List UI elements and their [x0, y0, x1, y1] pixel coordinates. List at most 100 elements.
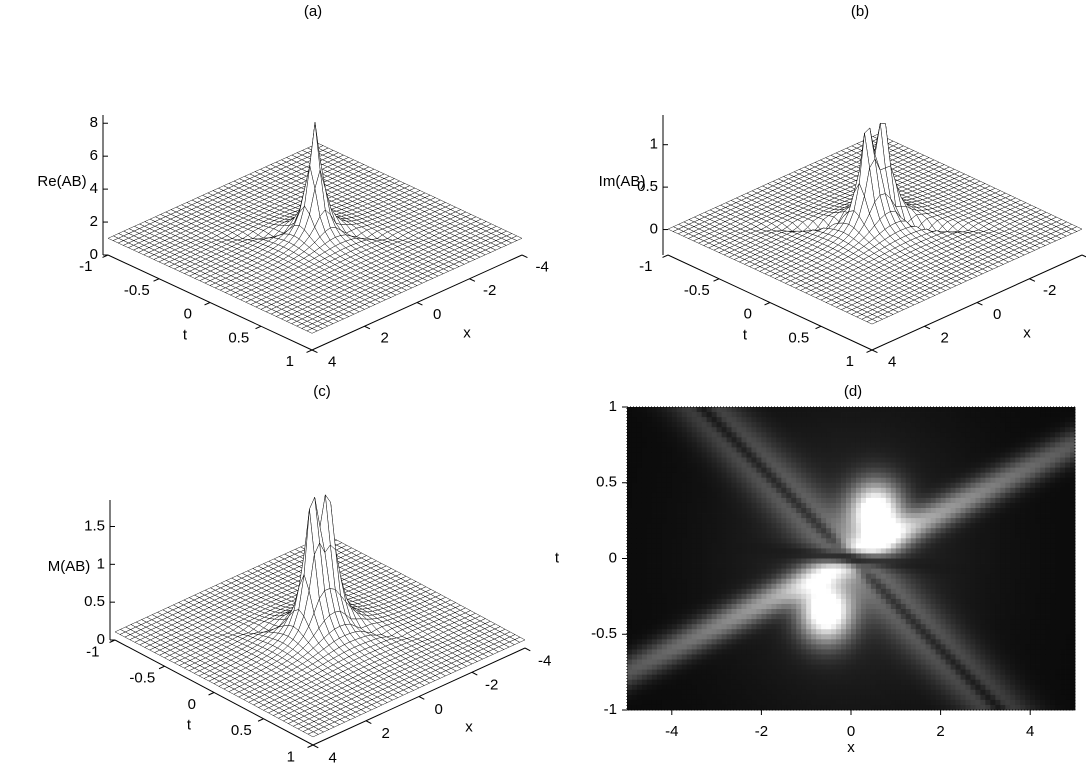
t-tick-label: 1 — [846, 353, 854, 370]
t-axis-label: t — [187, 716, 192, 733]
panel-title: (b) — [851, 3, 869, 20]
density-cell — [627, 548, 633, 554]
x-tick — [524, 647, 531, 652]
density-cell — [627, 568, 633, 575]
x-tick-label: 2 — [380, 330, 388, 347]
density-cell — [627, 659, 633, 665]
t-tick — [306, 349, 313, 353]
density-cell — [631, 477, 638, 484]
density-cell — [627, 523, 633, 529]
t-tick-label: -0.5 — [684, 282, 710, 299]
density-cell — [631, 467, 638, 474]
density-cell — [627, 578, 633, 585]
z-axis-label: Re(AB) — [37, 173, 86, 190]
x-tick-label: -4 — [538, 652, 551, 669]
density-cell — [627, 432, 633, 438]
density-cell — [627, 619, 633, 625]
x-axis-label: x — [1023, 324, 1031, 341]
density-cell — [627, 573, 633, 580]
panel-title: (c) — [313, 383, 331, 400]
t-tick — [866, 349, 873, 353]
density-cell — [627, 417, 633, 423]
density-cell — [627, 694, 633, 701]
density-cell — [627, 422, 633, 428]
t-tick-label: 0.5 — [788, 329, 809, 346]
t-tick — [713, 278, 720, 282]
density-cell — [627, 614, 633, 620]
density-cell — [627, 679, 633, 686]
x-tick-label: 2 — [940, 330, 948, 347]
density-cell — [627, 684, 633, 691]
density-cell — [627, 528, 633, 534]
density-cell — [631, 508, 638, 514]
z-tick-label: 0 — [90, 246, 98, 263]
t-axis-label: t — [743, 326, 748, 343]
t-tick-label: 0 — [188, 696, 196, 713]
x-axis-label: x — [465, 718, 473, 735]
density-cell — [627, 457, 633, 463]
x-tick — [418, 696, 425, 700]
z-axis-label: M(AB) — [48, 558, 91, 575]
t-tick-label: -0.5 — [129, 670, 155, 687]
density-cell — [631, 528, 638, 534]
density-cell — [627, 412, 633, 418]
x-tick-label: -4 — [535, 258, 548, 275]
density-cell — [631, 502, 638, 509]
density-cell — [627, 477, 633, 484]
density-cell — [627, 563, 633, 569]
x-tick-label: 4 — [328, 353, 336, 370]
t-tick-label: -0.5 — [124, 282, 150, 299]
x-tick — [416, 302, 423, 306]
density-cell — [627, 538, 633, 544]
t-tick — [158, 665, 165, 670]
density-cell — [627, 654, 633, 660]
density-cell — [627, 447, 633, 453]
density-cell — [627, 588, 633, 595]
surface-mesh — [114, 494, 526, 738]
density-cell — [627, 508, 633, 514]
density-cell — [627, 533, 633, 539]
density-cell — [631, 492, 638, 499]
density-cell — [627, 513, 633, 519]
z-tick-label: 8 — [90, 114, 98, 131]
z-tick-label: 6 — [90, 147, 98, 164]
density-cell — [627, 624, 633, 630]
t-tick-label: 1 — [286, 353, 294, 370]
density-cell — [627, 472, 633, 479]
density-cell — [631, 447, 638, 453]
density-cell — [627, 634, 633, 640]
density-cell — [627, 497, 633, 504]
density-cell — [627, 669, 633, 676]
density-cell — [627, 502, 633, 509]
density-cell — [627, 644, 633, 650]
x-tick-label: 0 — [993, 306, 1001, 323]
density-cell — [631, 523, 638, 529]
density-cell — [627, 593, 633, 600]
density-cell — [631, 432, 638, 438]
density-cells — [627, 407, 1076, 711]
panel-title: (a) — [304, 3, 322, 20]
density-cell — [631, 452, 638, 458]
density-cell — [627, 674, 633, 681]
z-tick-label: 1 — [650, 136, 658, 153]
x-tick-label: -2 — [485, 677, 498, 694]
density-cell — [631, 442, 638, 448]
x-tick-label: 2 — [381, 725, 389, 742]
density-cell — [631, 472, 638, 479]
z-tick-label: 2 — [90, 213, 98, 230]
density-cell — [627, 442, 633, 448]
t-tick — [255, 325, 262, 330]
z-tick-label: 0 — [650, 221, 658, 238]
x-tick-label: 0 — [433, 306, 441, 323]
density-cell — [627, 603, 633, 610]
density-cell — [627, 427, 633, 433]
density-cell — [627, 583, 633, 590]
t-tick — [153, 278, 160, 282]
x-tick-label: -2 — [1043, 282, 1056, 299]
t-tick — [815, 325, 822, 330]
x-tick — [365, 720, 372, 725]
